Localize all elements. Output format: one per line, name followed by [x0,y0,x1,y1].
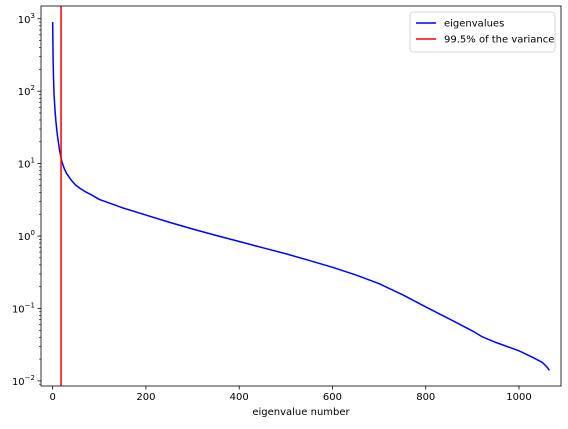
plot-area [51,6,550,386]
y-tick-label: 102 [18,84,35,98]
x-tick-label: 200 [136,392,155,403]
legend: eigenvalues 99.5% of the variance [409,11,556,53]
axes-frame [40,5,562,387]
legend-label: eigenvalues [444,19,504,30]
y-tick-label: 10−1 [12,301,35,315]
legend-box [409,11,556,53]
y-tick-label: 100 [18,229,35,243]
x-tick-label: 0 [49,392,55,403]
y-tick-label: 101 [18,157,35,171]
x-tick-label: 800 [416,392,435,403]
y-tick-label: 10−2 [12,374,35,388]
legend-label: 99.5% of the variance [444,35,554,46]
y-axis: 10−2 10−1 100 101 102 103 [12,12,41,388]
x-tick-label: 400 [230,392,249,403]
x-axis: 0 200 400 600 800 1000 [49,386,532,403]
y-tick-label: 103 [18,12,35,26]
x-tick-label: 600 [323,392,342,403]
x-tick-label: 1000 [506,392,531,403]
x-axis-label: eigenvalue number [252,407,350,418]
series-line-eigenvalues [51,22,550,371]
